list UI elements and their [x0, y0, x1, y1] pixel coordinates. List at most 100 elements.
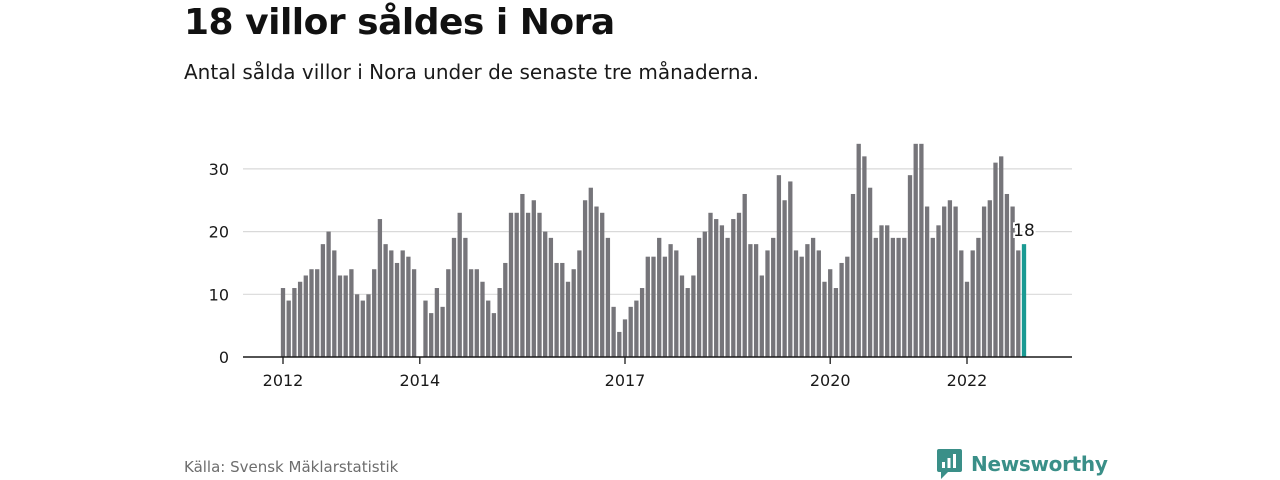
bar [571, 269, 576, 357]
bar [867, 187, 873, 357]
bar [999, 156, 1004, 357]
bar [634, 300, 639, 357]
bar [816, 250, 821, 357]
bar [668, 244, 673, 357]
bar [457, 212, 462, 357]
bar [514, 212, 519, 357]
bar [1004, 193, 1010, 357]
bar-chart: 0 10 20 30 2012 2014 2017 2020 2022 18 [209, 143, 1072, 390]
x-tick-label: 2012 [263, 371, 304, 390]
bar [862, 156, 867, 357]
bar [896, 237, 901, 357]
bar [560, 262, 565, 357]
bar [953, 206, 958, 357]
x-tick-label: 2017 [605, 371, 646, 390]
bar [520, 193, 525, 357]
bar [748, 244, 753, 357]
labels: 0 10 20 30 2012 2014 2017 2020 2022 18 [209, 160, 1037, 390]
source-note: Källa: Svensk Mäklarstatistik [184, 458, 399, 476]
y-tick-label: 30 [209, 160, 229, 179]
bar [782, 200, 787, 357]
bar [799, 256, 804, 357]
bar [605, 237, 611, 357]
bar [588, 187, 593, 357]
bar [486, 300, 491, 357]
bar [662, 256, 668, 357]
y-tick-label: 20 [209, 223, 229, 242]
bar [947, 200, 953, 357]
bar [525, 212, 531, 357]
bar [708, 212, 713, 357]
bar [970, 250, 975, 357]
brand-name: Newsworthy [971, 452, 1108, 476]
x-tick-label: 2022 [947, 371, 988, 390]
bar [349, 269, 354, 357]
bar [828, 269, 833, 357]
bar [685, 288, 690, 357]
bar [902, 237, 907, 357]
bar [429, 313, 434, 357]
bar [879, 225, 884, 357]
bar [548, 237, 554, 357]
bar [434, 288, 440, 357]
chart-subtitle: Antal sålda villor i Nora under de senas… [184, 60, 760, 84]
bar [736, 212, 742, 357]
bar [885, 225, 890, 357]
bar [907, 175, 913, 357]
bar [497, 288, 502, 357]
bar [845, 256, 850, 357]
bar [788, 181, 793, 357]
bar [657, 237, 662, 357]
bar [651, 256, 656, 357]
bar [702, 231, 707, 357]
bar [942, 206, 947, 357]
chart-title: 18 villor såldes i Nora [184, 2, 615, 43]
bar [508, 212, 514, 357]
bar [337, 275, 343, 357]
bar [389, 250, 394, 357]
bar [731, 219, 736, 357]
axes [243, 356, 1072, 364]
bar [793, 250, 799, 357]
bar [696, 237, 702, 357]
bar [531, 200, 536, 357]
bar [394, 262, 400, 357]
bar [446, 269, 451, 357]
bar [354, 294, 360, 357]
bar [639, 288, 645, 357]
bar [873, 237, 878, 357]
bar [543, 231, 548, 357]
bar [691, 275, 696, 357]
bar [600, 212, 605, 357]
y-tick-label: 10 [209, 285, 229, 304]
bar [993, 162, 998, 357]
y-tick-label: 0 [219, 348, 229, 367]
bar [360, 300, 365, 357]
bar [315, 269, 320, 357]
bar [303, 275, 308, 357]
bar [343, 275, 348, 357]
bar [839, 262, 844, 357]
bar [400, 250, 405, 357]
bars [280, 143, 1027, 357]
bar [332, 250, 337, 357]
bar [451, 237, 457, 357]
bar [372, 269, 377, 357]
bar [406, 256, 411, 357]
bar [383, 244, 388, 357]
x-tick-label: 2014 [399, 371, 440, 390]
x-tick-label: 2020 [810, 371, 851, 390]
bar [976, 237, 981, 357]
bar [554, 262, 559, 357]
bar [714, 219, 719, 357]
bar [611, 306, 616, 357]
bar [463, 237, 468, 357]
bar [617, 331, 622, 357]
bar [503, 262, 508, 357]
bar [537, 212, 542, 357]
bar [959, 250, 964, 357]
bar [753, 244, 759, 357]
brand-logo[interactable]: Newsworthy [936, 448, 1108, 480]
bar [924, 206, 930, 357]
bar [936, 225, 941, 357]
